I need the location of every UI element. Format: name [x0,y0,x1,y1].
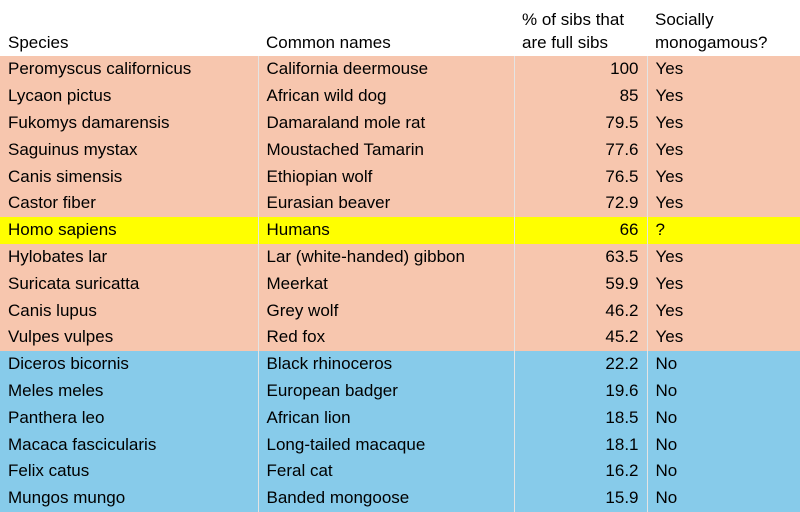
cell-species: Suricata suricatta [0,270,259,298]
cell-species: Vulpes vulpes [0,323,259,351]
cell-common-name: California deermouse [258,56,515,83]
table-row: Fukomys damarensis Damaraland mole rat 79.… [0,109,800,137]
cell-pct-full-sibs: 63.5 [514,243,648,271]
cell-socially-monogamous: Yes [647,136,800,164]
cell-species: Felix catus [0,457,259,485]
cell-species: Saguinus mystax [0,136,259,164]
cell-socially-monogamous: Yes [647,56,800,83]
table-row: Suricata suricatta Meerkat 59.9 Yes [0,270,800,298]
cell-common-name: Lar (white-handed) gibbon [258,243,515,271]
cell-pct-full-sibs: 76.5 [514,163,648,190]
table-row: Mungos mungo Banded mongoose 15.9 No [0,484,800,512]
cell-pct-full-sibs: 79.5 [514,109,648,137]
cell-pct-full-sibs: 85 [514,82,648,110]
cell-pct-full-sibs: 100 [514,56,648,83]
cell-socially-monogamous: No [647,484,800,512]
table-row: Homo sapiens Humans 66? [0,216,800,244]
cell-species: Canis lupus [0,297,259,324]
cell-species: Meles meles [0,377,259,405]
cell-species: Hylobates lar [0,243,259,271]
cell-common-name: European badger [258,377,515,405]
cell-pct-full-sibs: 66 [514,216,648,244]
table-row: Meles meles European badger 19.6 No [0,377,800,405]
cell-species: Mungos mungo [0,484,259,512]
cell-species: Homo sapiens [0,216,259,244]
cell-pct-full-sibs: 18.1 [514,431,648,458]
cell-pct-full-sibs: 19.6 [514,377,648,405]
cell-socially-monogamous: No [647,431,800,458]
header-socially-monogamous: Socially monogamous? [647,0,800,56]
table-row: Peromyscus californicus California deermo… [0,56,800,83]
cell-socially-monogamous: No [647,350,800,378]
cell-species: Castor fiber [0,189,259,217]
cell-common-name: Moustached Tamarin [258,136,515,164]
cell-common-name: Feral cat [258,457,515,485]
cell-socially-monogamous: Yes [647,243,800,271]
cell-common-name: Banded mongoose [258,484,515,512]
table-header: Species Common names % of sibs that are … [0,0,800,56]
header-pct-full-sibs: % of sibs that are full sibs [514,0,647,56]
cell-pct-full-sibs: 46.2 [514,297,648,324]
table-row: Macaca fascicularis Long-tailed macaque 18… [0,431,800,458]
cell-pct-full-sibs: 59.9 [514,270,648,298]
cell-pct-full-sibs: 77.6 [514,136,648,164]
cell-common-name: Meerkat [258,270,515,298]
cell-socially-monogamous: ? [647,216,800,244]
cell-socially-monogamous: No [647,377,800,405]
cell-species: Peromyscus californicus [0,56,259,83]
cell-common-name: African lion [258,404,515,432]
cell-socially-monogamous: Yes [647,109,800,137]
header-row: Species Common names % of sibs that are … [0,0,800,56]
cell-species: Diceros bicornis [0,350,259,378]
cell-common-name: Long-tailed macaque [258,431,515,458]
table-row: Castor fiber Eurasian beaver 72.9 Yes [0,189,800,217]
header-mono-line1: Socially [655,10,714,29]
table-row: Saguinus mystax Moustached Tamarin 77.6 Yes [0,136,800,164]
table-row: Lycaon pictus African wild dog 85 Yes [0,82,800,110]
cell-socially-monogamous: Yes [647,270,800,298]
cell-socially-monogamous: Yes [647,297,800,324]
cell-common-name: Eurasian beaver [258,189,515,217]
cell-common-name: Humans [258,216,515,244]
cell-species: Fukomys damarensis [0,109,259,137]
cell-pct-full-sibs: 22.2 [514,350,648,378]
table-body: Peromyscus californicus California deermo… [0,56,800,512]
cell-common-name: Red fox [258,323,515,351]
cell-species: Macaca fascicularis [0,431,259,458]
header-common-names: Common names [258,0,514,56]
cell-socially-monogamous: Yes [647,163,800,190]
cell-common-name: Ethiopian wolf [258,163,515,190]
cell-pct-full-sibs: 18.5 [514,404,648,432]
cell-common-name: Black rhinoceros [258,350,515,378]
header-pct-line1: % of sibs that [522,10,625,29]
table-row: Panthera leo African lion 18.5 No [0,404,800,432]
cell-socially-monogamous: Yes [647,189,800,217]
cell-pct-full-sibs: 45.2 [514,323,648,351]
cell-socially-monogamous: No [647,457,800,485]
cell-pct-full-sibs: 15.9 [514,484,648,512]
table-row: Canis lupus Grey wolf 46.2 Yes [0,297,800,324]
cell-common-name: African wild dog [258,82,515,110]
table-row: Vulpes vulpes Red fox 45.2 Yes [0,323,800,351]
cell-pct-full-sibs: 72.9 [514,189,648,217]
cell-common-name: Damaraland mole rat [258,109,515,137]
table-row: Diceros bicornis Black rhinoceros 22.2 No [0,350,800,378]
table-row: Felix catus Feral cat 16.2 No [0,457,800,485]
table-row: Hylobates lar Lar (white-handed) gibbon 63… [0,243,800,271]
cell-socially-monogamous: Yes [647,323,800,351]
cell-socially-monogamous: No [647,404,800,432]
cell-species: Lycaon pictus [0,82,259,110]
table-row: Canis simensis Ethiopian wolf 76.5 Yes [0,163,800,190]
cell-socially-monogamous: Yes [647,82,800,110]
cell-species: Panthera leo [0,404,259,432]
cell-species: Canis simensis [0,163,259,190]
header-species: Species [0,0,258,56]
header-mono-line2: monogamous? [655,33,768,52]
cell-common-name: Grey wolf [258,297,515,324]
cell-pct-full-sibs: 16.2 [514,457,648,485]
header-pct-line2: are full sibs [522,33,608,52]
